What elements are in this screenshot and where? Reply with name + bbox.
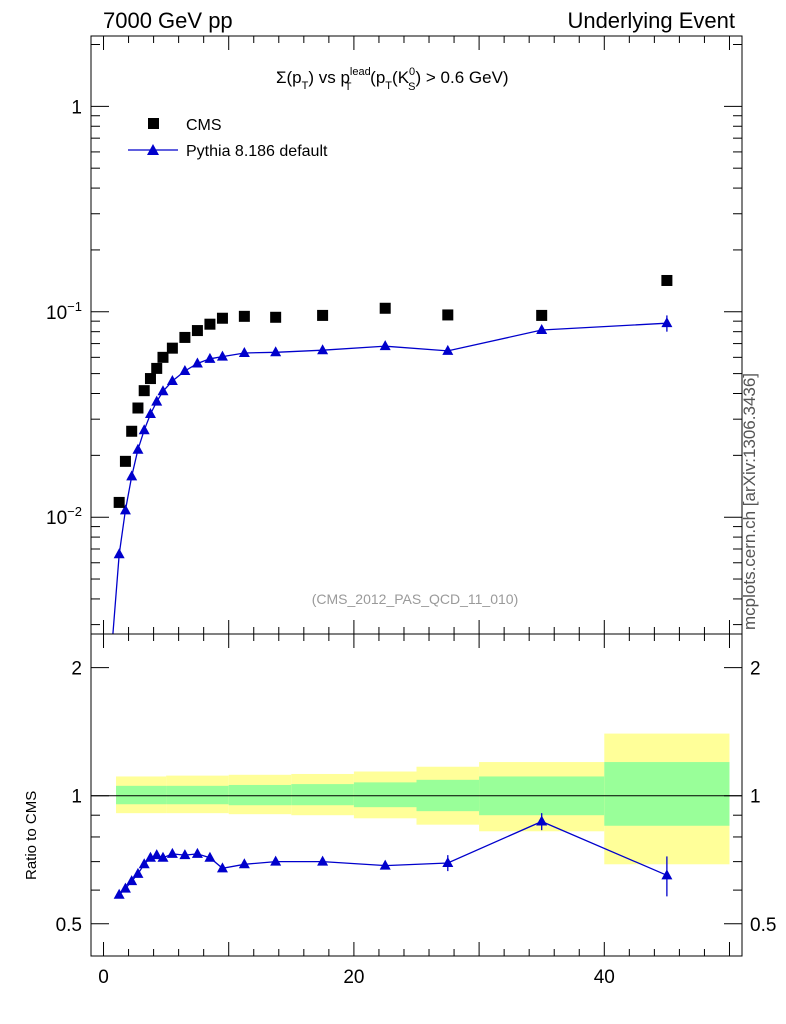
ratio-y-tick-label-left: 0.5 xyxy=(56,915,82,936)
cms-point xyxy=(270,311,282,323)
ratio-y-tick-label-right: 0.5 xyxy=(750,915,776,936)
inner-uncertainty-band xyxy=(166,785,229,805)
pythia-point xyxy=(317,344,329,355)
ratio-point xyxy=(113,888,125,899)
cms-point xyxy=(238,310,250,322)
ratio-point xyxy=(442,856,454,867)
ratio-point xyxy=(144,851,156,862)
ratio-y-tick-label-right: 2 xyxy=(750,659,761,680)
header-left-label: 7000 GeV pp xyxy=(103,8,233,33)
pythia-point xyxy=(536,324,548,335)
cms-point xyxy=(379,302,391,314)
ratio-uncertainty-bands xyxy=(116,733,730,865)
pythia-point xyxy=(144,407,156,418)
ratio-y-tick-label-right: 1 xyxy=(750,787,761,808)
pythia-point xyxy=(270,346,282,357)
ratio-y-tick-labels: 2 2 1 1 0.5 0.5 xyxy=(56,659,777,936)
cms-point xyxy=(179,331,191,343)
ratio-point xyxy=(661,869,673,880)
pythia-point xyxy=(126,470,138,481)
y-tick-label: 10−2 xyxy=(46,504,82,529)
ratio-point xyxy=(132,867,144,878)
pythia-point xyxy=(179,364,191,375)
legend-pythia-marker xyxy=(147,144,159,155)
pythia-point xyxy=(157,385,169,396)
ratio-point xyxy=(536,815,548,826)
ratio-point xyxy=(216,862,228,873)
ratio-data-marks xyxy=(113,813,673,899)
ratio-point xyxy=(138,858,150,869)
pythia-point xyxy=(216,350,228,361)
cms-point xyxy=(157,351,169,363)
pythia-point xyxy=(379,340,391,351)
cms-point xyxy=(442,309,454,321)
main-data-marks xyxy=(112,274,673,635)
cms-point xyxy=(132,402,144,414)
x-tick-label: 0 xyxy=(98,967,109,988)
ratio-ticks xyxy=(91,634,742,956)
cms-point xyxy=(317,309,329,321)
pythia-point xyxy=(151,395,163,406)
ratio-point xyxy=(317,855,329,866)
cms-point xyxy=(138,385,150,397)
ratio-point xyxy=(191,847,203,858)
pythia-point xyxy=(119,504,131,515)
ratio-y-tick-label-left: 2 xyxy=(71,659,82,680)
legend: CMS Pythia 8.186 default xyxy=(128,117,328,160)
legend-cms-label: CMS xyxy=(186,117,222,134)
ratio-point xyxy=(238,858,250,869)
pythia-point xyxy=(661,317,673,328)
ratio-point xyxy=(126,875,138,886)
cms-point xyxy=(204,318,216,330)
cms-point xyxy=(119,455,131,467)
inner-uncertainty-band xyxy=(228,784,292,806)
inner-uncertainty-band xyxy=(116,785,167,805)
ratio-point xyxy=(157,851,169,862)
pythia-point xyxy=(204,352,216,363)
cms-point xyxy=(144,373,156,385)
ratio-point xyxy=(119,882,131,893)
ratio-point xyxy=(151,849,163,860)
cms-point xyxy=(151,362,163,374)
inner-uncertainty-band xyxy=(353,782,417,808)
y-tick-label: 10−1 xyxy=(46,299,82,324)
ratio-y-tick-label-left: 1 xyxy=(71,787,82,808)
ratio-plot-frame xyxy=(90,633,743,957)
plot-title: Σ(pT) vs plead T (pT(K0 S) > 0.6 GeV) xyxy=(276,66,509,93)
pythia-point xyxy=(238,346,250,357)
main-ticks xyxy=(91,36,742,634)
pythia-point xyxy=(191,357,203,368)
inner-uncertainty-band xyxy=(604,762,730,826)
ratio-point xyxy=(204,851,216,862)
cms-point xyxy=(166,342,178,354)
legend-cms-marker xyxy=(148,118,159,129)
ratio-point xyxy=(179,849,191,860)
header-right-label: Underlying Event xyxy=(567,8,735,33)
x-tick-label: 20 xyxy=(343,967,364,988)
x-tick-labels: 0 20 40 xyxy=(98,967,615,988)
ratio-point xyxy=(166,847,178,858)
cms-point xyxy=(191,325,203,337)
pythia-point xyxy=(442,344,454,355)
cms-point xyxy=(216,312,228,324)
x-tick-label: 40 xyxy=(594,967,615,988)
legend-pythia-label: Pythia 8.186 default xyxy=(186,143,328,160)
inner-uncertainty-band xyxy=(291,784,354,806)
main-y-tick-labels: 1 10−1 10−2 xyxy=(46,97,82,529)
main-plot-panel: 1 10−1 10−2 Σ(pT) vs plead T (pT(K0 S) > 0.6… xyxy=(46,35,743,635)
cms-point xyxy=(113,496,125,508)
cms-point xyxy=(126,425,138,437)
y-tick-label: 1 xyxy=(71,97,82,118)
pythia-point xyxy=(132,443,144,454)
ratio-plot-panel: 2 2 1 1 0.5 0.5 0 20 40 xyxy=(56,633,777,988)
ratio-point xyxy=(270,855,282,866)
pythia-point xyxy=(166,375,178,386)
pythia-point xyxy=(138,424,150,435)
ratio-point xyxy=(379,859,391,870)
analysis-watermark: (CMS_2012_PAS_QCD_11_010) xyxy=(312,591,519,607)
pythia-point xyxy=(113,548,125,559)
cms-point xyxy=(661,274,673,286)
cms-point xyxy=(536,309,548,321)
